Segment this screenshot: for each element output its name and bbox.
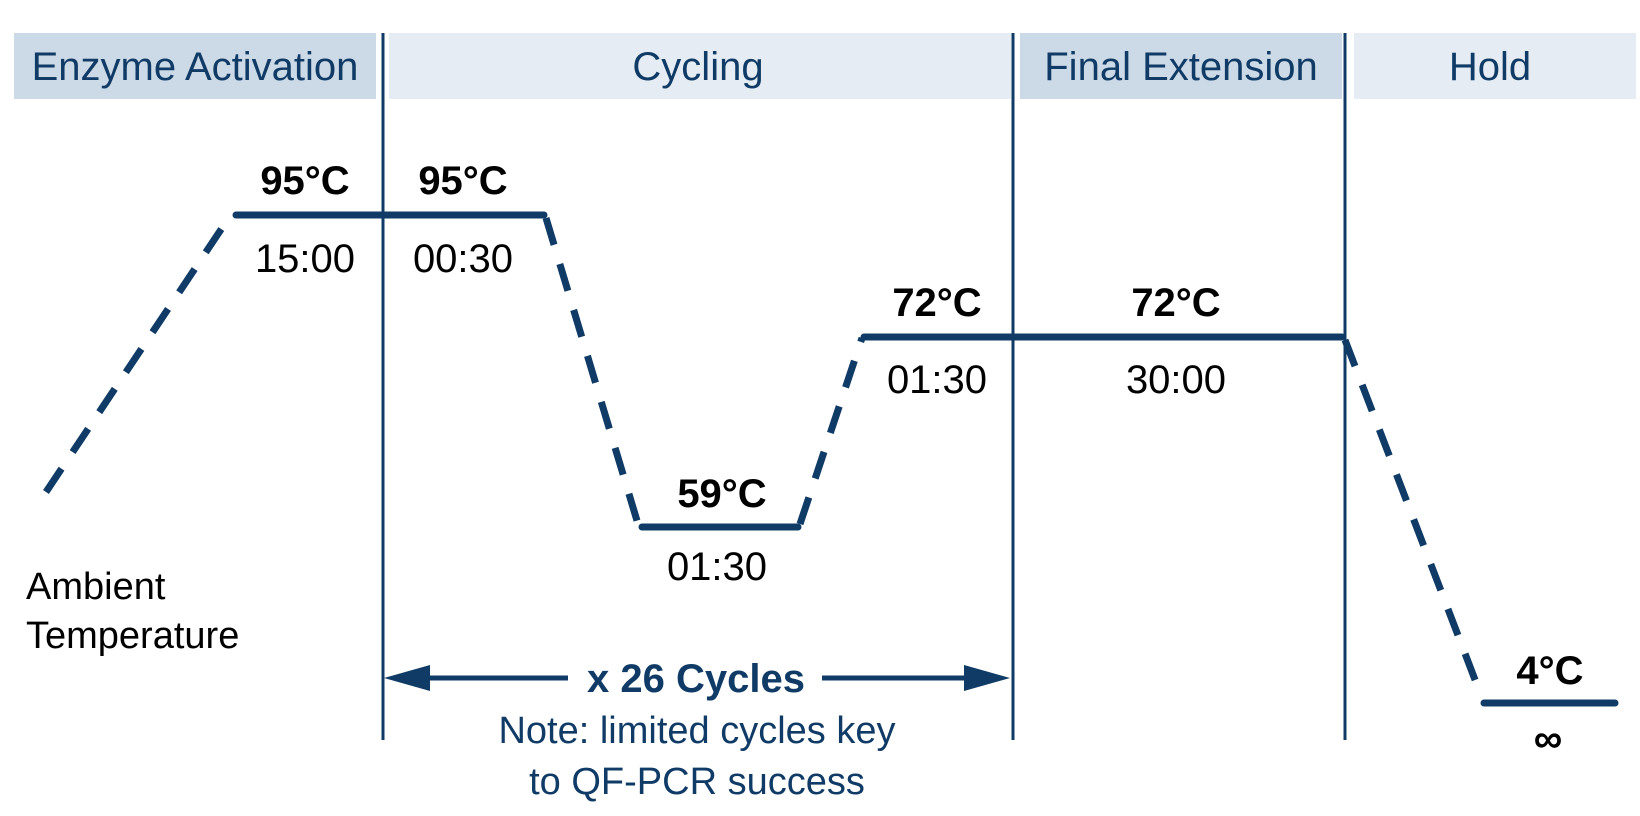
arrowhead-left — [384, 665, 430, 691]
ramp-up-to-extend — [796, 336, 866, 526]
ambient-line-1: Ambient — [26, 566, 166, 608]
header-cycling: Cycling — [632, 45, 763, 89]
final-extension-temp: 72°C — [1131, 281, 1220, 325]
cycle-count-label: x 26 Cycles — [587, 657, 805, 701]
note: Note: limited cycles key to QF-PCR succe… — [498, 710, 895, 803]
step-labels: 95°C 15:00 95°C 00:30 59°C 01:30 72°C 01… — [255, 159, 1584, 761]
header-band-enzyme-activation — [14, 33, 376, 99]
ambient-label: Ambient Temperature — [26, 566, 239, 657]
hold-temp: 4°C — [1516, 649, 1583, 693]
cycle-span-arrow: x 26 Cycles — [384, 657, 1010, 701]
note-line-2: to QF-PCR success — [529, 761, 865, 803]
denature-time: 00:30 — [413, 237, 513, 281]
activation-time: 15:00 — [255, 237, 355, 281]
ambient-line-2: Temperature — [26, 615, 239, 657]
denature-temp: 95°C — [418, 159, 507, 203]
extend-temp: 72°C — [892, 281, 981, 325]
anneal-temp: 59°C — [677, 472, 766, 516]
header-hold: Hold — [1449, 45, 1531, 89]
phase-dividers — [381, 33, 1347, 740]
final-extension-time: 30:00 — [1126, 358, 1226, 402]
temperature-profile — [43, 211, 1619, 707]
anneal-time: 01:30 — [667, 545, 767, 589]
header-band-final-extension — [1020, 33, 1342, 99]
hold-time: ∞ — [1534, 717, 1563, 761]
header-band-hold — [1354, 33, 1636, 99]
ramp-down-to-anneal — [542, 216, 642, 526]
arrowhead-right — [964, 665, 1010, 691]
header-enzyme-activation: Enzyme Activation — [32, 45, 359, 89]
activation-temp: 95°C — [260, 159, 349, 203]
phase-headers: Enzyme Activation Cycling Final Extensio… — [14, 33, 1636, 99]
ramp-up-from-ambient — [43, 220, 229, 494]
ramp-down-to-hold — [1341, 338, 1486, 700]
header-band-cycling — [389, 33, 1011, 99]
extend-time: 01:30 — [887, 358, 987, 402]
note-line-1: Note: limited cycles key — [498, 710, 895, 752]
header-final-extension: Final Extension — [1044, 45, 1317, 89]
